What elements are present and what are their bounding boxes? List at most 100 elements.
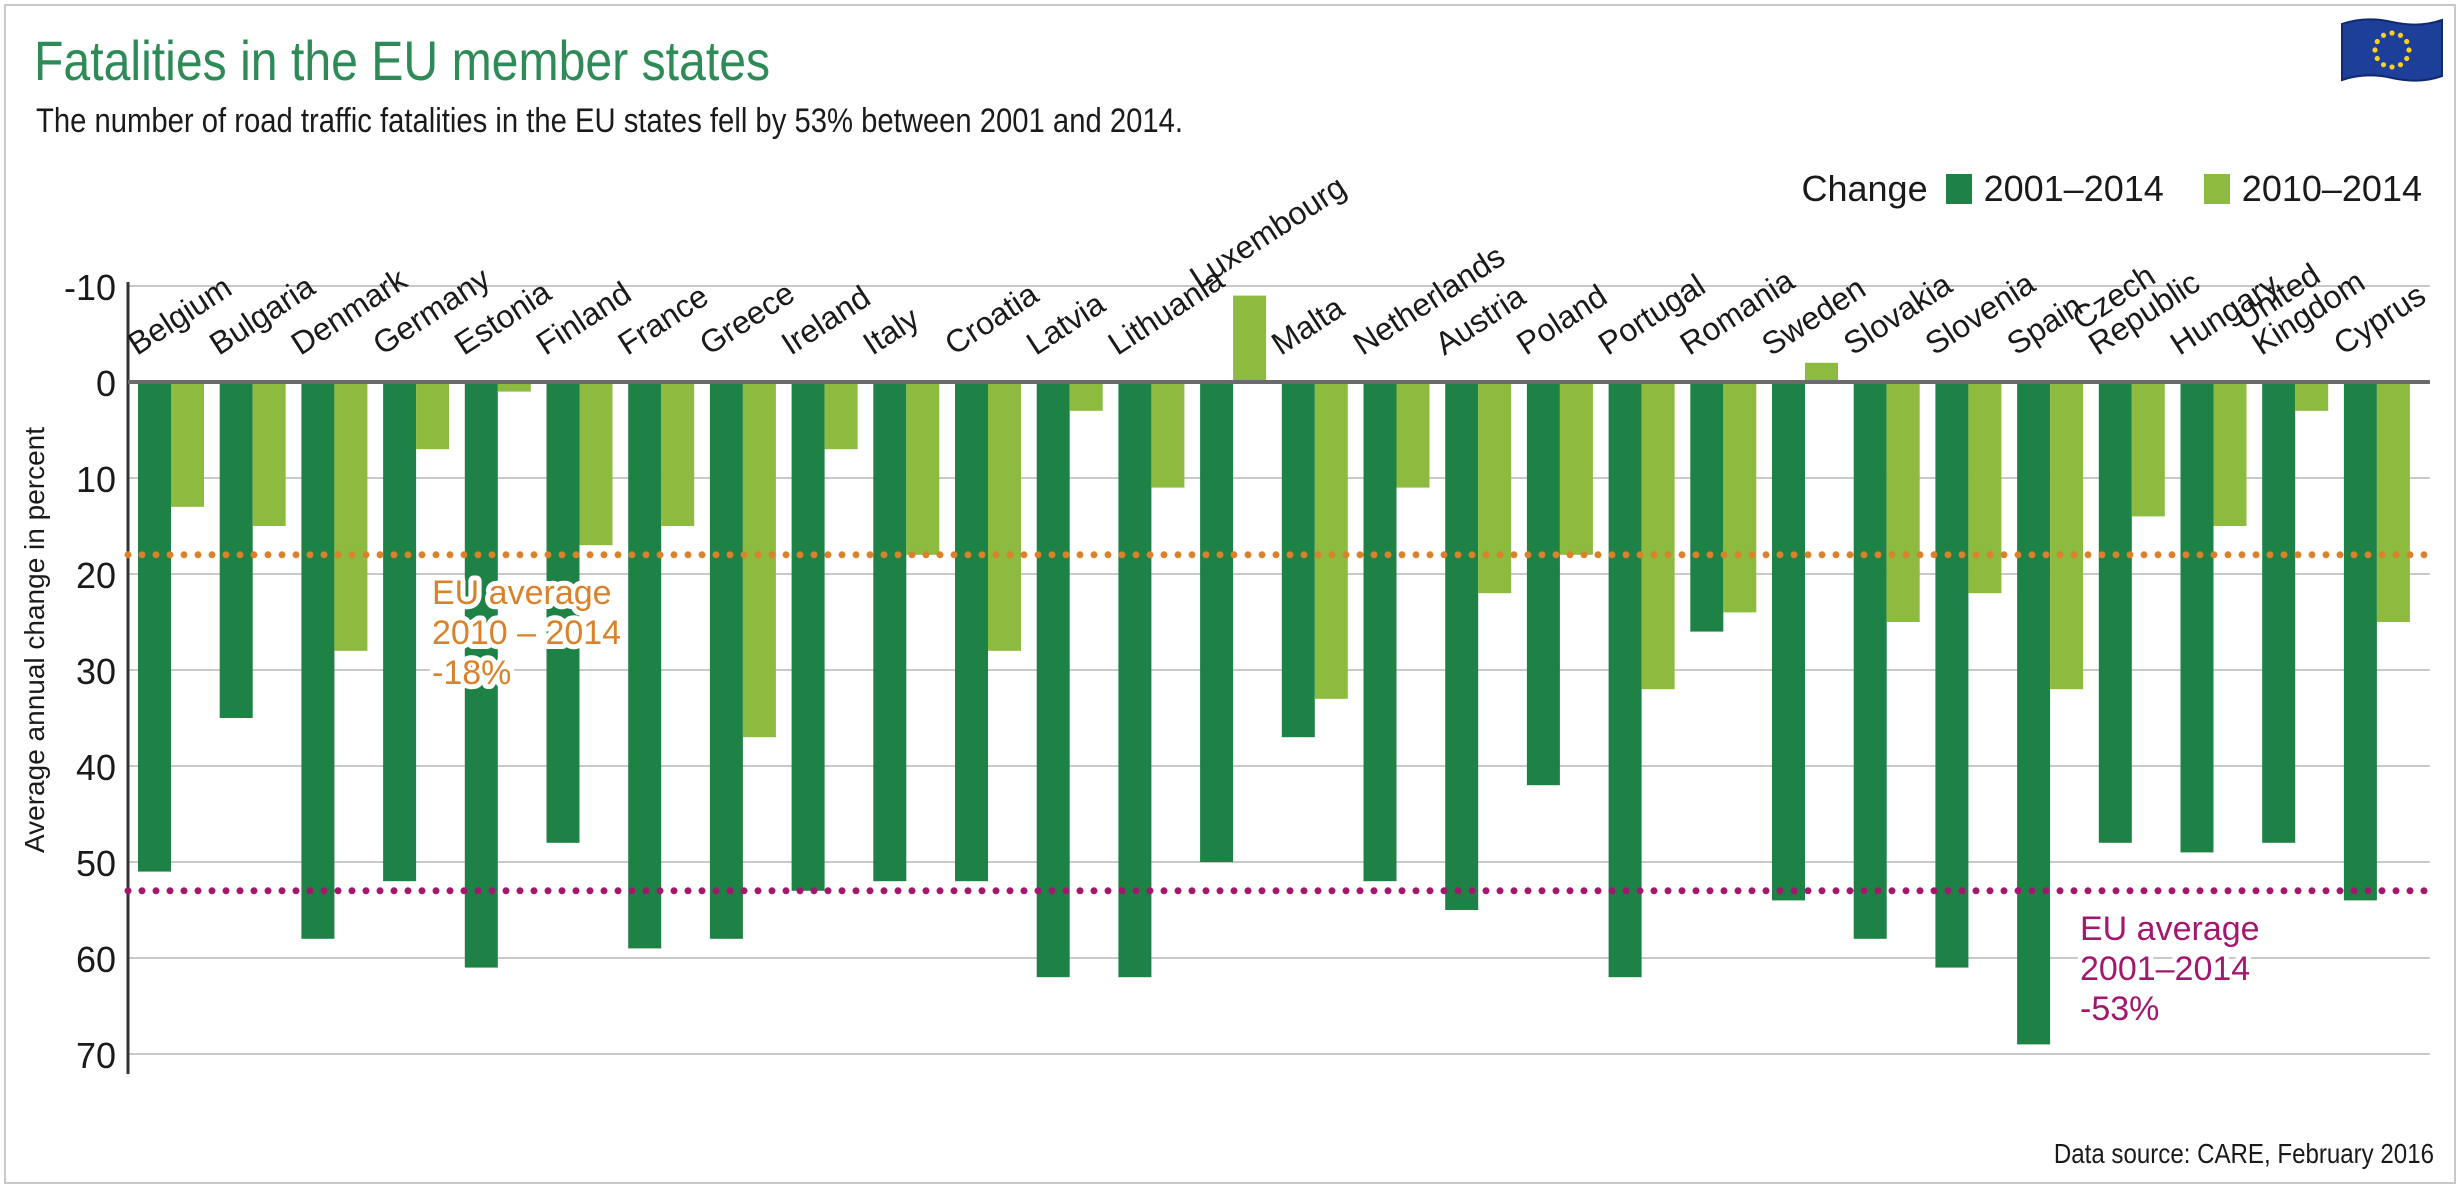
legend-item-2001-2014: 2001–2014 bbox=[1945, 168, 2164, 210]
bar-2001-2014 bbox=[546, 382, 580, 843]
bar-2001-2014 bbox=[1853, 382, 1887, 939]
bar-2010-2014 bbox=[2295, 382, 2329, 411]
data-source: Data source: CARE, February 2016 bbox=[2053, 1138, 2434, 1169]
y-tick-label: 10 bbox=[76, 459, 116, 500]
bar-2001-2014 bbox=[791, 382, 825, 891]
bar-2010-2014 bbox=[416, 382, 450, 450]
bar-2010-2014 bbox=[1233, 295, 1267, 382]
eu-average-2010-2014-label: EU average 2010 – 2014 -18% bbox=[432, 574, 621, 692]
bar-2010-2014 bbox=[579, 382, 613, 546]
chart-subtitle: The number of road traffic fatalities in… bbox=[36, 102, 1184, 140]
bar-2001-2014 bbox=[383, 382, 417, 882]
chart-title: Fatalities in the EU member states bbox=[34, 29, 771, 92]
bar-2010-2014 bbox=[661, 382, 695, 526]
bar-2010-2014 bbox=[1151, 382, 1185, 488]
category-label: Greece bbox=[693, 275, 801, 362]
bar-2001-2014 bbox=[1281, 382, 1315, 738]
bar-2010-2014 bbox=[1314, 382, 1348, 699]
eu-flag-icon bbox=[2341, 18, 2443, 82]
bar-2010-2014 bbox=[2376, 382, 2410, 622]
bar-2010-2014 bbox=[2050, 382, 2084, 690]
flag-star bbox=[2380, 32, 2387, 38]
bar-2001-2014 bbox=[709, 382, 743, 939]
eu-average-2001-2014-label-line: 2001–2014 bbox=[2080, 950, 2250, 988]
bar-2001-2014 bbox=[1363, 382, 1397, 882]
bar-2001-2014 bbox=[1608, 382, 1642, 978]
y-axis-label: Average annual change in percent bbox=[19, 427, 50, 853]
bar-2001-2014 bbox=[138, 382, 171, 872]
bar-2001-2014 bbox=[1772, 382, 1805, 901]
y-tick-label: 50 bbox=[76, 843, 116, 884]
bar-2010-2014 bbox=[1968, 382, 2002, 594]
legend-label-2001-2014: 2001–2014 bbox=[1983, 168, 2164, 209]
y-tick-label: -10 bbox=[64, 267, 116, 308]
y-tick-label: 70 bbox=[76, 1035, 116, 1076]
legend-swatch-light bbox=[2203, 174, 2230, 204]
bar-2010-2014 bbox=[988, 382, 1021, 651]
eu-average-2001-2014-label-line: -53% bbox=[2080, 990, 2159, 1028]
flag-star bbox=[2397, 32, 2404, 38]
flag-star bbox=[2372, 47, 2378, 53]
eu-average-2001-2014-label-line: EU average bbox=[2080, 910, 2260, 948]
y-tick-label: 40 bbox=[76, 747, 116, 788]
flag-star bbox=[2406, 47, 2412, 53]
legend-item-2010-2014: 2010–2014 bbox=[2203, 168, 2422, 210]
bar-2001-2014 bbox=[1036, 382, 1070, 978]
eu-average-2010-2014-label-line: EU average bbox=[432, 574, 612, 612]
legend-label-2010-2014: 2010–2014 bbox=[2241, 168, 2422, 209]
bar-2010-2014 bbox=[1723, 382, 1757, 613]
bar-2001-2014 bbox=[2343, 382, 2377, 901]
bar-2001-2014 bbox=[1445, 382, 1479, 910]
bar-2010-2014 bbox=[1478, 382, 1512, 594]
flag-star bbox=[2380, 62, 2387, 68]
category-label: Luxembourg bbox=[1183, 168, 1352, 295]
flag-star bbox=[2397, 62, 2404, 68]
bar-2010-2014 bbox=[1886, 382, 1920, 622]
flag-star bbox=[2404, 38, 2410, 45]
category-label: Poland bbox=[1510, 277, 1613, 361]
bar-2001-2014 bbox=[628, 382, 662, 949]
legend-title: Change bbox=[1801, 168, 1928, 209]
category-label: Malta bbox=[1265, 289, 1350, 362]
bar-2001-2014 bbox=[1935, 382, 1969, 968]
bar-2001-2014 bbox=[2017, 382, 2051, 1045]
eu-average-2001-2014-label: EU average 2001–2014 -53% bbox=[2080, 910, 2260, 1028]
bar-2001-2014 bbox=[2098, 382, 2132, 843]
flag-star bbox=[2389, 64, 2395, 70]
bar-2010-2014 bbox=[2213, 382, 2247, 526]
flag-star bbox=[2374, 38, 2380, 45]
bar-2010-2014 bbox=[1641, 382, 1675, 690]
bar-2010-2014 bbox=[497, 382, 531, 392]
bar-2010-2014 bbox=[334, 382, 368, 651]
bar-2001-2014 bbox=[301, 382, 335, 939]
bar-2010-2014 bbox=[171, 382, 204, 507]
bar-2010-2014 bbox=[742, 382, 776, 738]
flag-star bbox=[2374, 55, 2380, 62]
bar-2010-2014 bbox=[252, 382, 286, 526]
bar-2001-2014 bbox=[1118, 382, 1152, 978]
bar-2001-2014 bbox=[1200, 382, 1234, 862]
bar-2010-2014 bbox=[1396, 382, 1430, 488]
bar-2010-2014 bbox=[1559, 382, 1593, 555]
y-tick-label: 20 bbox=[76, 555, 116, 596]
chart-frame bbox=[4, 4, 2456, 1184]
bar-2001-2014 bbox=[2262, 382, 2296, 843]
bar-2010-2014 bbox=[1069, 382, 1103, 411]
legend-swatch-dark bbox=[1945, 174, 1972, 204]
flag-star bbox=[2389, 30, 2395, 36]
eu-average-2010-2014-label-line: -18% bbox=[432, 654, 511, 692]
eu-average-2010-2014-label-line: 2010 – 2014 bbox=[432, 614, 621, 652]
bar-2010-2014 bbox=[2131, 382, 2165, 517]
bar-2001-2014 bbox=[1690, 382, 1724, 632]
chart-legend: Change 2001–2014 2010–2014 bbox=[1801, 168, 2422, 210]
bar-2001-2014 bbox=[464, 382, 498, 968]
bar-2010-2014 bbox=[1805, 362, 1838, 382]
bar-2001-2014 bbox=[2180, 382, 2214, 853]
bar-2001-2014 bbox=[219, 382, 253, 718]
category-label: Croatia bbox=[938, 275, 1044, 361]
y-tick-label: 0 bbox=[96, 363, 116, 404]
bar-2001-2014 bbox=[1526, 382, 1560, 786]
y-tick-label: 30 bbox=[76, 651, 116, 692]
bar-2001-2014 bbox=[873, 382, 907, 882]
